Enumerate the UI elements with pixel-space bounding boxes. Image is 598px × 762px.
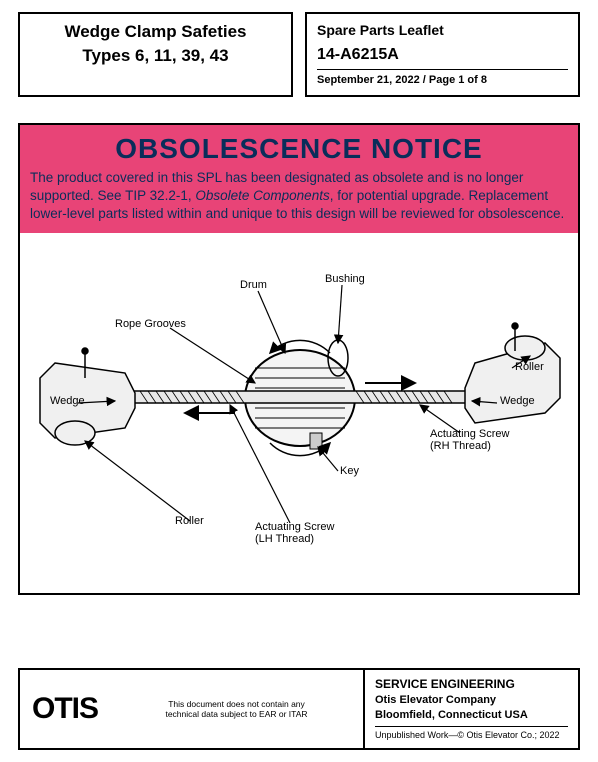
label-wedge-right: Wedge <box>500 395 535 407</box>
disclaimer-l1: This document does not contain any <box>118 699 355 709</box>
disclaimer-l2: technical data subject to EAR or ITAR <box>118 709 355 719</box>
label-drum: Drum <box>240 279 267 291</box>
footer-right: SERVICE ENGINEERING Otis Elevator Compan… <box>363 670 578 748</box>
footer-location: Bloomfield, Connecticut USA <box>375 708 568 723</box>
leaflet-label: Spare Parts Leaflet <box>317 20 568 41</box>
notice-body: The product covered in this SPL has been… <box>20 169 578 234</box>
notice-box: OBSOLESCENCE NOTICE The product covered … <box>18 123 580 596</box>
label-roller-right: Roller <box>515 361 544 373</box>
notice-banner: OBSOLESCENCE NOTICE <box>20 125 578 169</box>
label-rope-grooves: Rope Grooves <box>115 318 186 330</box>
label-act-rh: Actuating Screw (RH Thread) <box>430 428 509 452</box>
title-line2: Types 6, 11, 39, 43 <box>30 44 281 68</box>
header-left-box: Wedge Clamp Safeties Types 6, 11, 39, 43 <box>18 12 293 97</box>
footer-dept: SERVICE ENGINEERING <box>375 676 568 693</box>
label-roller-left: Roller <box>175 515 204 527</box>
header-row: Wedge Clamp Safeties Types 6, 11, 39, 43… <box>0 0 598 105</box>
label-wedge-left: Wedge <box>50 395 85 407</box>
label-act-rh-l1: Actuating Screw <box>430 428 509 440</box>
notice-body-italic: Obsolete Components <box>195 188 329 203</box>
doc-date: September 21, 2022 / Page 1 of 8 <box>317 72 568 89</box>
label-bushing: Bushing <box>325 273 365 285</box>
header-divider <box>317 69 568 70</box>
label-act-lh-l1: Actuating Screw <box>255 521 334 533</box>
header-right-box: Spare Parts Leaflet 14-A6215A September … <box>305 12 580 97</box>
footer-disclaimer: This document does not contain any techn… <box>110 670 363 748</box>
footer-copyright: Unpublished Work—© Otis Elevator Co.; 20… <box>375 726 568 742</box>
label-key: Key <box>340 465 359 477</box>
title-line1: Wedge Clamp Safeties <box>30 20 281 44</box>
notice-title: OBSOLESCENCE NOTICE <box>26 133 572 165</box>
label-act-rh-l2: (RH Thread) <box>430 440 509 452</box>
doc-number: 14-A6215A <box>317 43 568 67</box>
label-act-lh-l2: (LH Thread) <box>255 533 334 545</box>
diagram-area: Drum Bushing Rope Grooves Roller Wedge W… <box>20 233 578 593</box>
footer-company: Otis Elevator Company <box>375 693 568 708</box>
label-act-lh: Actuating Screw (LH Thread) <box>255 521 334 545</box>
otis-logo: OTIS <box>20 670 110 748</box>
footer-row: OTIS This document does not contain any … <box>18 668 580 750</box>
